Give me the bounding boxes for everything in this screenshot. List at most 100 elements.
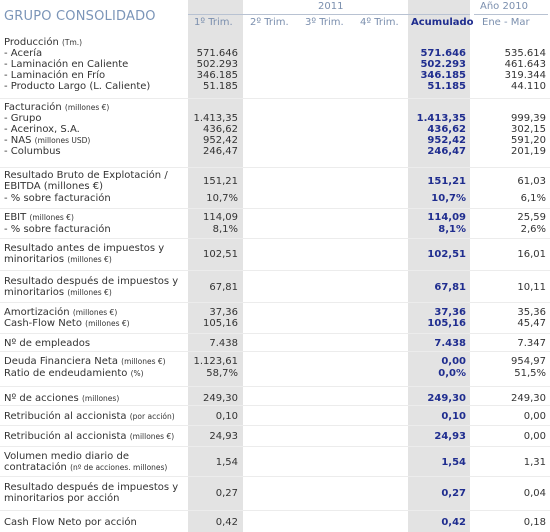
label-text: Deuda Financiera Neta bbox=[4, 356, 118, 367]
cell-value: 319.344 bbox=[504, 70, 546, 81]
label-text: - Producto Largo (L. Caliente) bbox=[4, 81, 151, 92]
cell-value: 24,93 bbox=[434, 430, 466, 442]
label-text: Volumen medio diario de contratación bbox=[4, 451, 129, 473]
row-label: Retribución al accionista (millones €) bbox=[4, 431, 186, 442]
cell-value: 151,21 bbox=[203, 175, 238, 187]
table-row: Cash Flow Neto por acción 0,42 0,42 0,18 bbox=[0, 516, 550, 528]
table-row: Resultado después de impuestos y minorit… bbox=[0, 480, 550, 506]
label-text: Nº de acciones bbox=[4, 392, 79, 404]
cell-value: 0,42 bbox=[215, 516, 238, 528]
cell-value: 0,42 bbox=[441, 516, 466, 528]
column-header: 4º Trim. bbox=[360, 17, 399, 28]
row-label: - Acería bbox=[4, 48, 186, 59]
row-label: - NAS (millones USD) bbox=[4, 135, 186, 146]
separator bbox=[0, 208, 550, 209]
cell-value: 51.185 bbox=[203, 81, 238, 92]
separator bbox=[0, 405, 550, 406]
row-label: Volumen medio diario de contratación (nº… bbox=[4, 451, 186, 473]
row-label: Facturación (millones €) bbox=[4, 102, 186, 113]
label-text: - Grupo bbox=[4, 113, 42, 124]
cell-value: 302,15 bbox=[511, 124, 546, 135]
cell-value: 0,10 bbox=[215, 410, 238, 422]
separator bbox=[0, 302, 550, 303]
label-text: Facturación bbox=[4, 102, 62, 113]
row-label: - % sobre facturación bbox=[4, 224, 186, 235]
label-text: Resultado después de impuestos y minorit… bbox=[4, 276, 179, 298]
table-row: Volumen medio diario de contratación (nº… bbox=[0, 450, 550, 474]
table-row: Facturación (millones €) bbox=[0, 102, 550, 113]
row-label: - Columbus bbox=[4, 146, 186, 157]
cell-value: 114,09 bbox=[427, 212, 466, 223]
table-row: Resultado después de impuestos y minorit… bbox=[0, 275, 550, 299]
table-row: - Producto Largo (L. Caliente) 51.185 51.1… bbox=[0, 81, 550, 92]
label-unit: (nº de acciones. millones) bbox=[70, 463, 168, 472]
label-text: Amortización bbox=[4, 307, 70, 318]
table-row: - Acería 571.646 571.646 535.614 bbox=[0, 48, 550, 59]
cell-value: 58,7% bbox=[206, 368, 238, 379]
table-title: GRUPO CONSOLIDADO bbox=[4, 9, 156, 24]
row-label: - Acerinox, S.A. bbox=[4, 124, 186, 135]
separator bbox=[0, 446, 550, 447]
column-band bbox=[188, 0, 243, 532]
cell-value: 201,19 bbox=[511, 146, 546, 157]
label-unit: (por acción) bbox=[129, 411, 175, 421]
cell-value: 37,36 bbox=[434, 307, 466, 318]
label-text: EBIT bbox=[4, 212, 27, 223]
cell-value: 105,16 bbox=[427, 318, 466, 329]
row-label: Deuda Financiera Neta (millones €) bbox=[4, 356, 186, 367]
column-header: Ene - Mar bbox=[482, 17, 530, 28]
row-label: Ratio de endeudamiento (%) bbox=[4, 368, 186, 379]
table-row: Ratio de endeudamiento (%) 58,7% 0,0% 51,5% bbox=[0, 368, 550, 379]
cell-value: 1.123,61 bbox=[193, 356, 238, 367]
cell-value: 37,36 bbox=[209, 307, 238, 318]
table-row: Resultado antes de impuestos y minoritar… bbox=[0, 242, 550, 266]
table-row: - Laminación en Frío 346.185 346.185 319.34… bbox=[0, 70, 550, 81]
cell-value: 8,1% bbox=[438, 224, 466, 235]
cell-value: 102,51 bbox=[427, 248, 466, 260]
table-row: - % sobre facturación 8,1% 8,1% 2,6% bbox=[0, 224, 550, 235]
cell-value: 105,16 bbox=[203, 318, 238, 329]
column-header: Acumulado bbox=[411, 17, 474, 28]
row-label: - Grupo bbox=[4, 113, 186, 124]
table-row: EBIT (millones €) 114,09 114,09 25,59 bbox=[0, 212, 550, 223]
separator bbox=[0, 238, 550, 239]
separator bbox=[0, 476, 550, 477]
table-row: Retribución al accionista (por acción) 0,… bbox=[0, 410, 550, 422]
cell-value: 67,81 bbox=[434, 281, 466, 293]
row-label: Retribución al accionista (por acción) bbox=[4, 411, 186, 422]
cell-value: 952,42 bbox=[427, 135, 466, 146]
cell-value: 0,04 bbox=[523, 487, 546, 499]
separator bbox=[0, 510, 550, 511]
cell-value: 571.646 bbox=[420, 48, 466, 59]
row-label: Resultado antes de impuestos y minoritar… bbox=[4, 243, 186, 265]
label-text: Retribución al accionista bbox=[4, 410, 127, 422]
table-row: - Acerinox, S.A. 436,62 436,62 302,15 bbox=[0, 124, 550, 135]
separator bbox=[0, 351, 550, 352]
label-unit: (millones €) bbox=[29, 213, 74, 222]
label-text: Retribución al accionista bbox=[4, 430, 127, 442]
label-unit: (millones €) bbox=[85, 319, 130, 328]
row-label: Resultado después de impuestos y minorit… bbox=[4, 482, 186, 504]
label-text: - Laminación en Caliente bbox=[4, 59, 129, 70]
cell-value: 6,1% bbox=[520, 193, 546, 204]
cell-value: 0,27 bbox=[441, 487, 466, 499]
cell-value: 436,62 bbox=[203, 124, 238, 135]
column-band bbox=[408, 0, 470, 532]
cell-value: 246,47 bbox=[427, 146, 466, 157]
row-label: Nº de empleados bbox=[4, 338, 186, 349]
cell-value: 51,5% bbox=[514, 368, 546, 379]
row-label: Nº de acciones (millones) bbox=[4, 393, 186, 404]
label-text: Cash-Flow Neto bbox=[4, 318, 82, 329]
cell-value: 246,47 bbox=[203, 146, 238, 157]
row-label: - Laminación en Frío bbox=[4, 70, 186, 81]
label-text: Resultado antes de impuestos y minoritar… bbox=[4, 243, 165, 265]
separator bbox=[0, 425, 550, 426]
cell-value: 8,1% bbox=[212, 224, 238, 235]
cell-value: 7.347 bbox=[517, 337, 546, 349]
cell-value: 0,18 bbox=[523, 516, 546, 528]
table-row: - NAS (millones USD) 952,42 952,42 591,20 bbox=[0, 135, 550, 146]
cell-value: 67,81 bbox=[209, 281, 238, 293]
cell-value: 249,30 bbox=[427, 392, 466, 404]
label-unit: (millones €) bbox=[67, 255, 112, 264]
cell-value: 0,00 bbox=[523, 410, 546, 422]
